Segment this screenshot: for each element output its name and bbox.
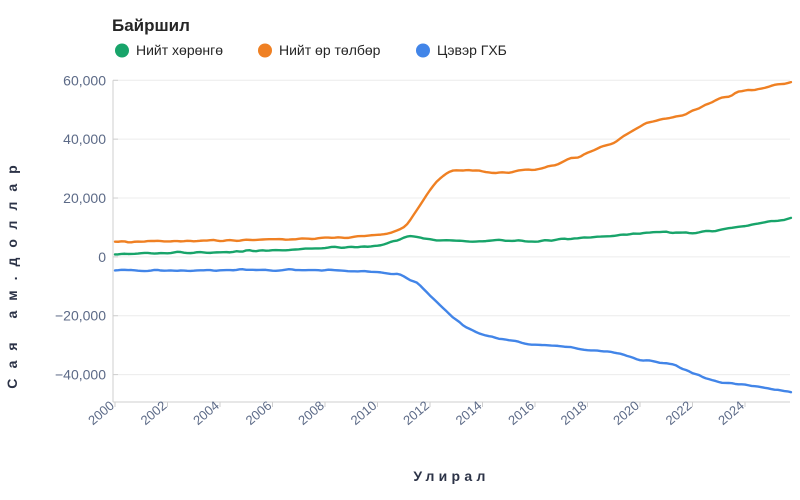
svg-text:−40,000: −40,000	[55, 367, 106, 383]
svg-text:Сая ам.доллар: Сая ам.доллар	[4, 155, 20, 388]
svg-text:2000: 2000	[85, 398, 117, 428]
svg-text:−20,000: −20,000	[55, 308, 106, 324]
svg-text:Нийт хөрөнгө: Нийт хөрөнгө	[136, 42, 223, 58]
svg-text:0: 0	[98, 249, 106, 265]
svg-text:60,000: 60,000	[63, 72, 106, 88]
svg-text:Нийт өр төлбөр: Нийт өр төлбөр	[279, 42, 381, 58]
svg-text:Цэвэр ГХБ: Цэвэр ГХБ	[437, 42, 507, 58]
svg-text:40,000: 40,000	[63, 131, 106, 147]
svg-text:20,000: 20,000	[63, 190, 106, 206]
svg-text:Байршил: Байршил	[112, 16, 190, 35]
svg-text:Улирал: Улирал	[413, 468, 489, 484]
